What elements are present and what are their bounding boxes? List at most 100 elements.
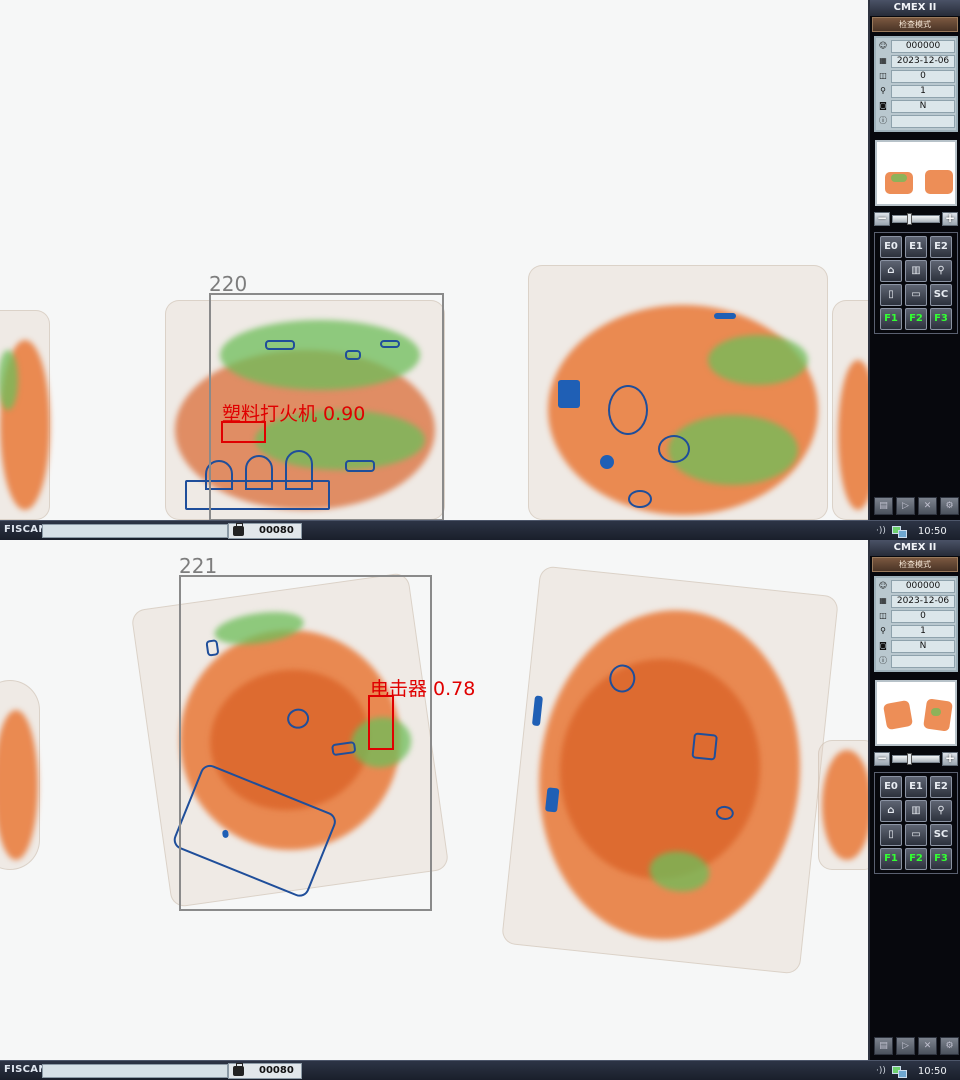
- date-value: 2023-12-06: [891, 54, 955, 68]
- e0-button[interactable]: E0: [880, 776, 902, 798]
- keyboard-icon[interactable]: ▭: [905, 284, 927, 306]
- top-screen: 220 塑料打火机 0.90 CMEX II 检查模式 ☺ 000000 ▦ 202…: [0, 0, 960, 540]
- luggage-scan-220: [165, 300, 445, 520]
- bag-count-icon: ◫: [879, 611, 887, 620]
- e0-button[interactable]: E0: [880, 236, 902, 258]
- threat-label: 塑料打火机 0.90: [222, 403, 366, 425]
- panel-bottom-buttons: ▤ ▷ ✕ ⚙: [874, 497, 959, 515]
- detection-box[interactable]: [179, 575, 432, 911]
- settings-icon[interactable]: ⚙: [940, 497, 959, 515]
- clock: 10:50: [917, 1065, 947, 1077]
- suitcase-icon: [233, 1063, 244, 1076]
- scan-thumbnail[interactable]: [875, 680, 957, 746]
- flag-value: N: [891, 639, 955, 653]
- info-value: [891, 654, 955, 668]
- function-buttons: E0 E1 E2 ⌂ ▥ ⚲ ▯ ▭ SC F1 F2 F3: [874, 772, 958, 874]
- threat-box[interactable]: [221, 421, 266, 443]
- magnifier-icon: ⚲: [880, 626, 886, 635]
- control-panel: CMEX II 检查模式 ☺ 000000 ▦ 2023-12-06 ◫ 0 ⚲ 1 ◙…: [868, 540, 960, 1060]
- operator-id: 000000: [891, 579, 955, 593]
- panel-title: CMEX II: [870, 0, 960, 16]
- luggage-scan-left: [0, 310, 50, 520]
- home-icon[interactable]: ⌂: [880, 260, 902, 282]
- sc-button[interactable]: SC: [930, 824, 952, 846]
- save-icon[interactable]: ▤: [874, 1037, 893, 1055]
- zoom-track[interactable]: [892, 213, 940, 225]
- settings-icon[interactable]: ⚙: [940, 1037, 959, 1055]
- home-icon[interactable]: ⌂: [880, 800, 902, 822]
- mode-label[interactable]: 检查模式: [872, 17, 958, 32]
- search-icon[interactable]: ⚲: [930, 800, 952, 822]
- info-table: ☺ 000000 ▦ 2023-12-06 ◫ 0 ⚲ 1 ◙ N ⓘ: [874, 36, 958, 132]
- e2-button[interactable]: E2: [930, 776, 952, 798]
- bag-count-icon: ◫: [879, 71, 887, 80]
- info-icon: ⓘ: [879, 656, 887, 665]
- detection-box[interactable]: [209, 293, 444, 520]
- f2-button[interactable]: F2: [905, 308, 927, 330]
- zoom-out-button[interactable]: −: [874, 212, 890, 226]
- sc-button[interactable]: SC: [930, 284, 952, 306]
- detection-id: 220: [209, 272, 248, 296]
- zoom-in-button[interactable]: +: [942, 212, 958, 226]
- bag-counter: 00080: [228, 1063, 302, 1079]
- operator-id: 000000: [891, 39, 955, 53]
- clock: 10:50: [917, 525, 947, 537]
- zoom-value: 1: [891, 624, 955, 638]
- alarm-count: 0: [891, 609, 955, 623]
- luggage-scan-right: [500, 565, 840, 975]
- e1-button[interactable]: E1: [905, 776, 927, 798]
- xray-viewer[interactable]: 221 电击器 0.78: [0, 540, 868, 1060]
- zoom-knob[interactable]: [907, 213, 912, 225]
- f1-button[interactable]: F1: [880, 308, 902, 330]
- panel-bottom-buttons: ▤ ▷ ✕ ⚙: [874, 1037, 959, 1055]
- keyboard-icon[interactable]: ▭: [905, 824, 927, 846]
- f3-button[interactable]: F3: [930, 848, 952, 870]
- calendar-icon: ▦: [879, 596, 887, 605]
- f2-button[interactable]: F2: [905, 848, 927, 870]
- contrast-icon[interactable]: ▥: [905, 260, 927, 282]
- xray-viewer[interactable]: 220 塑料打火机 0.90: [0, 0, 868, 520]
- status-bar: FISCAN 00080 ·)) 10:50: [0, 1060, 960, 1080]
- e1-button[interactable]: E1: [905, 236, 927, 258]
- camera-icon: ◙: [879, 641, 887, 650]
- f1-button[interactable]: F1: [880, 848, 902, 870]
- bottom-screen: 221 电击器 0.78 CMEX II 检查模式 ☺ 000000 ▦ 2023-…: [0, 540, 960, 1080]
- sound-icon[interactable]: ·)): [876, 1066, 886, 1076]
- bag-count: 00080: [259, 525, 294, 536]
- bag-counter: 00080: [228, 523, 302, 539]
- date-value: 2023-12-06: [891, 594, 955, 608]
- zoom-out-button[interactable]: −: [874, 752, 890, 766]
- zoom-in-button[interactable]: +: [942, 752, 958, 766]
- forward-icon[interactable]: ▷: [896, 497, 915, 515]
- invert-icon[interactable]: ▯: [880, 284, 902, 306]
- alarm-count: 0: [891, 69, 955, 83]
- info-icon: ⓘ: [879, 116, 887, 125]
- zoom-value: 1: [891, 84, 955, 98]
- invert-icon[interactable]: ▯: [880, 824, 902, 846]
- info-value: [891, 114, 955, 128]
- bag-count: 00080: [259, 1065, 294, 1076]
- threat-label: 电击器 0.78: [370, 678, 476, 700]
- brand-label: FISCAN: [4, 1064, 48, 1075]
- zoom-knob[interactable]: [907, 753, 912, 765]
- network-icon[interactable]: [891, 1065, 907, 1078]
- sound-icon[interactable]: ·)): [876, 526, 886, 536]
- search-icon[interactable]: ⚲: [930, 260, 952, 282]
- tools-icon[interactable]: ✕: [918, 497, 937, 515]
- mode-label[interactable]: 检查模式: [872, 557, 958, 572]
- scan-thumbnail[interactable]: [875, 140, 957, 206]
- zoom-slider[interactable]: − +: [874, 752, 958, 766]
- save-icon[interactable]: ▤: [874, 497, 893, 515]
- luggage-scan-right-partial: [832, 300, 868, 520]
- tools-icon[interactable]: ✕: [918, 1037, 937, 1055]
- operator-icon: ☺: [878, 41, 888, 50]
- zoom-slider[interactable]: − +: [874, 212, 958, 226]
- zoom-track[interactable]: [892, 753, 940, 765]
- network-icon[interactable]: [891, 525, 907, 538]
- brand-label: FISCAN: [4, 524, 48, 535]
- threat-box[interactable]: [368, 695, 394, 750]
- forward-icon[interactable]: ▷: [896, 1037, 915, 1055]
- contrast-icon[interactable]: ▥: [905, 800, 927, 822]
- f3-button[interactable]: F3: [930, 308, 952, 330]
- e2-button[interactable]: E2: [930, 236, 952, 258]
